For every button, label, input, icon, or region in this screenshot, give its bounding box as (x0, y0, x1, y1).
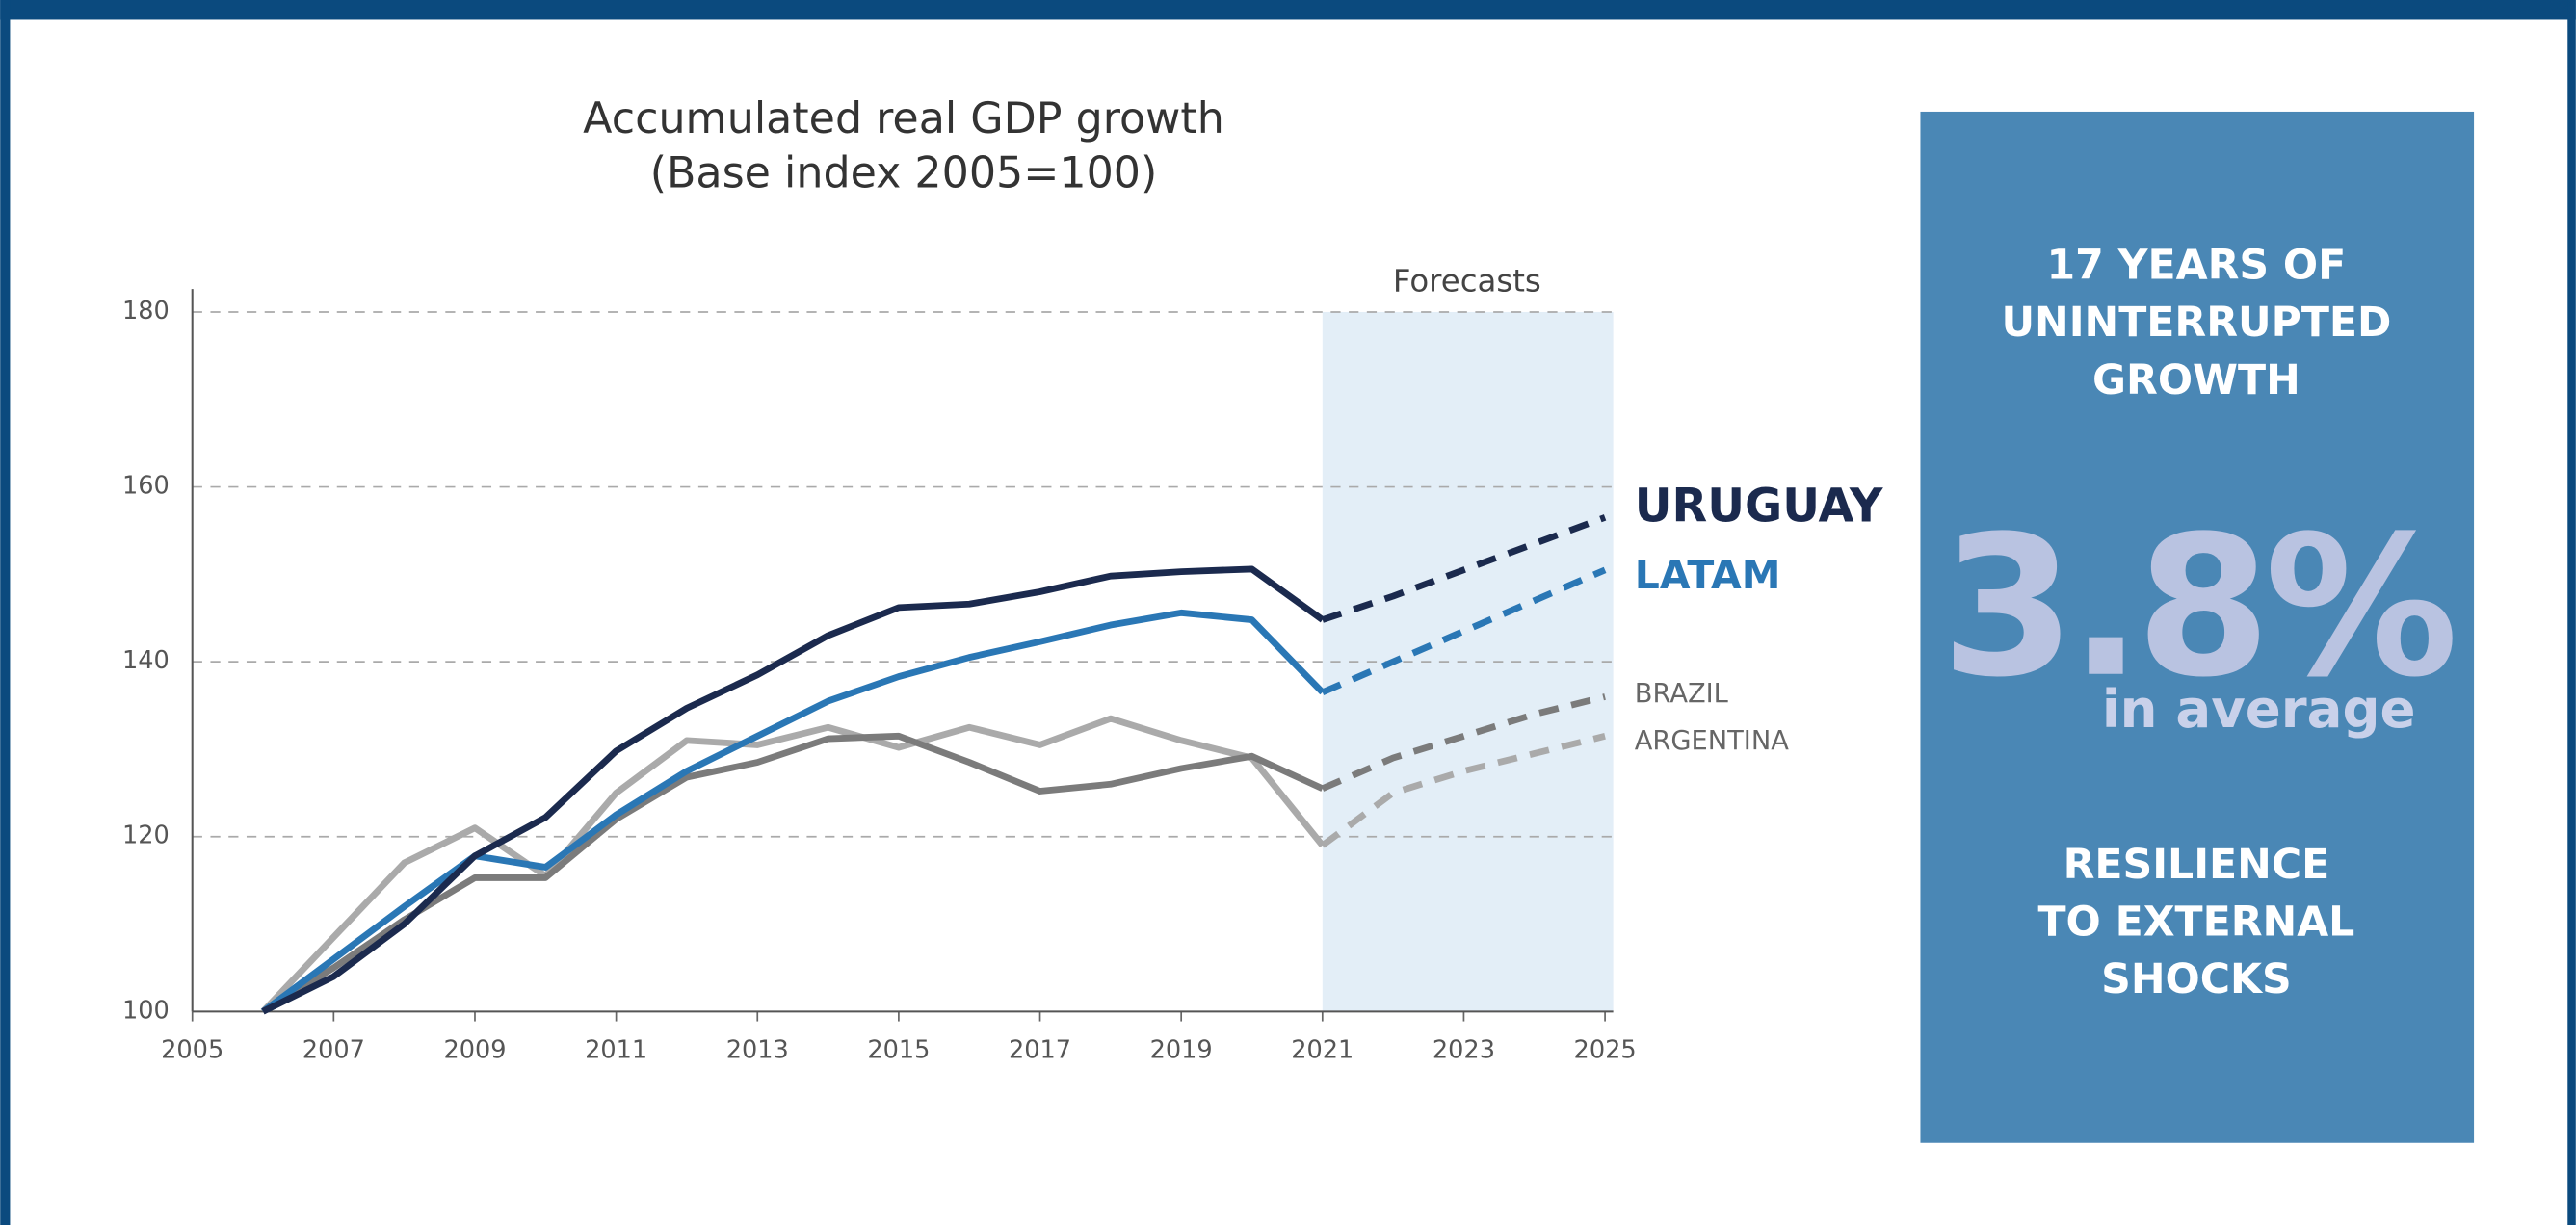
x-tick-label: 2023 (1433, 1035, 1495, 1064)
series-line (261, 732, 1325, 1015)
series-line (261, 565, 1325, 1015)
x-tick-label: 2009 (443, 1035, 506, 1064)
series-label: ARGENTINA (1635, 726, 1789, 756)
x-tick-label: 2019 (1150, 1035, 1213, 1064)
x-tick-label: 2013 (726, 1035, 789, 1064)
x-tick-label: 2017 (1009, 1035, 1071, 1064)
panel-headline: UNINTERRUPTED (2001, 299, 2391, 347)
x-tick-label: 2021 (1291, 1035, 1354, 1064)
y-tick-label: 140 (122, 646, 170, 675)
x-tick-label: 2007 (302, 1035, 365, 1064)
y-tick-label: 180 (122, 297, 170, 326)
x-tick-label: 2011 (585, 1035, 647, 1064)
series-label: BRAZIL (1635, 679, 1729, 709)
forecast-line (1321, 693, 1606, 792)
series-line (260, 609, 1326, 1015)
y-tick-label: 120 (122, 821, 170, 850)
panel-figure: 3.8% (1941, 495, 2454, 720)
top-bar (0, 0, 2576, 20)
forecast-label: Forecasts (1393, 262, 1541, 299)
panel-figure-caption: in average (2102, 678, 2416, 740)
panel-footer: RESILIENCE (2063, 841, 2330, 889)
forecast-line (1321, 514, 1607, 623)
x-tick-label: 2025 (1574, 1035, 1637, 1064)
chart-title: Accumulated real GDP growth (583, 94, 1224, 143)
series-label: LATAM (1635, 552, 1781, 598)
chart-title: (Base index 2005=100) (650, 148, 1158, 197)
panel-headline: 17 YEARS OF (2047, 241, 2347, 289)
y-tick-label: 160 (122, 472, 170, 501)
panel-footer: TO EXTERNAL (2037, 898, 2354, 946)
series-line (260, 715, 1326, 1014)
info-panel (1920, 111, 2475, 1143)
panel-footer: SHOCKS (2101, 955, 2292, 1003)
left-border (0, 0, 11, 1225)
series-label: URUGUAY (1635, 481, 1884, 534)
right-border (2567, 0, 2576, 1225)
forecast-line (1321, 566, 1607, 696)
panel-headline: GROWTH (2092, 356, 2300, 404)
x-tick-label: 2015 (867, 1035, 930, 1064)
x-tick-label: 2005 (161, 1035, 223, 1064)
y-tick-label: 100 (122, 996, 170, 1025)
